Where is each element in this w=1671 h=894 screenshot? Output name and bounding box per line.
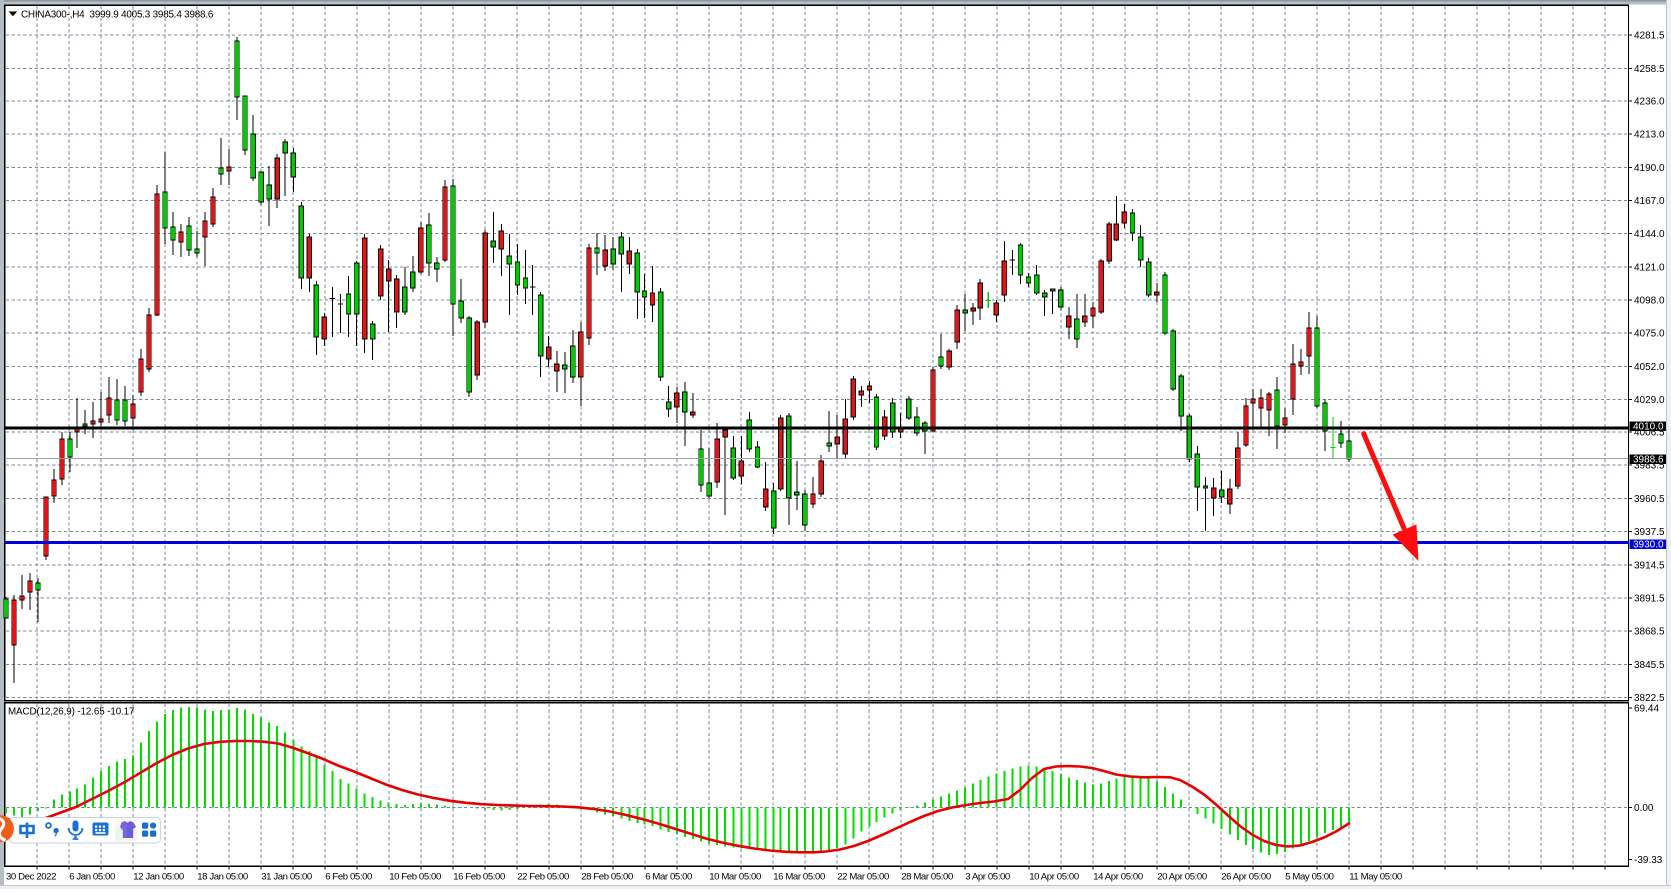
svg-text:16 Mar 05:00: 16 Mar 05:00 bbox=[773, 872, 825, 883]
svg-text:3937.5: 3937.5 bbox=[1634, 527, 1665, 538]
svg-text:4190.0: 4190.0 bbox=[1634, 163, 1665, 174]
svg-text:6 Jan 05:00: 6 Jan 05:00 bbox=[69, 872, 115, 883]
svg-text:28 Feb 05:00: 28 Feb 05:00 bbox=[581, 872, 633, 883]
svg-text:3930.0: 3930.0 bbox=[1633, 540, 1664, 551]
svg-text:4029.0: 4029.0 bbox=[1634, 395, 1665, 406]
svg-text:3891.5: 3891.5 bbox=[1634, 594, 1665, 605]
svg-text:10 Mar 05:00: 10 Mar 05:00 bbox=[709, 872, 761, 883]
svg-text:18 Jan 05:00: 18 Jan 05:00 bbox=[197, 872, 248, 883]
svg-text:28 Mar 05:00: 28 Mar 05:00 bbox=[901, 872, 953, 883]
svg-text:0.00: 0.00 bbox=[1634, 803, 1654, 814]
svg-text:-39.33: -39.33 bbox=[1634, 855, 1663, 866]
svg-text:26 Apr 05:00: 26 Apr 05:00 bbox=[1221, 872, 1271, 883]
svg-text:4006.5: 4006.5 bbox=[1634, 428, 1665, 439]
svg-text:31 Jan 05:00: 31 Jan 05:00 bbox=[261, 872, 312, 883]
svg-text:10 Feb 05:00: 10 Feb 05:00 bbox=[389, 872, 441, 883]
svg-text:3983.5: 3983.5 bbox=[1634, 461, 1665, 472]
svg-text:4052.0: 4052.0 bbox=[1634, 362, 1665, 373]
svg-text:4098.0: 4098.0 bbox=[1634, 296, 1665, 307]
svg-text:69.44: 69.44 bbox=[1634, 703, 1659, 714]
svg-text:11 May 05:00: 11 May 05:00 bbox=[1349, 872, 1402, 883]
svg-text:10 Apr 05:00: 10 Apr 05:00 bbox=[1029, 872, 1079, 883]
svg-text:6 Feb 05:00: 6 Feb 05:00 bbox=[325, 872, 372, 883]
svg-text:3914.5: 3914.5 bbox=[1634, 560, 1665, 571]
svg-text:3988.6: 3988.6 bbox=[1633, 455, 1664, 466]
svg-text:12 Jan 05:00: 12 Jan 05:00 bbox=[133, 872, 184, 883]
svg-text:CHINA300-,H4 3999.9 4005.3 39: CHINA300-,H4 3999.9 4005.3 3985.4 3988.6 bbox=[21, 10, 214, 21]
svg-text:MACD(12,26,9) -12.65 -10.17: MACD(12,26,9) -12.65 -10.17 bbox=[8, 707, 134, 718]
svg-text:16 Feb 05:00: 16 Feb 05:00 bbox=[453, 872, 505, 883]
svg-text:6 Mar 05:00: 6 Mar 05:00 bbox=[645, 872, 692, 883]
svg-text:4075.0: 4075.0 bbox=[1634, 329, 1665, 340]
svg-text:3 Apr 05:00: 3 Apr 05:00 bbox=[965, 872, 1010, 883]
svg-text:3845.5: 3845.5 bbox=[1634, 660, 1665, 671]
svg-text:4144.0: 4144.0 bbox=[1634, 229, 1665, 240]
svg-text:20 Apr 05:00: 20 Apr 05:00 bbox=[1157, 872, 1207, 883]
svg-text:3868.5: 3868.5 bbox=[1634, 627, 1665, 638]
svg-text:4213.0: 4213.0 bbox=[1634, 130, 1665, 141]
svg-text:5 May 05:00: 5 May 05:00 bbox=[1285, 872, 1333, 883]
svg-text:30 Dec 2022: 30 Dec 2022 bbox=[6, 872, 56, 883]
svg-text:4236.0: 4236.0 bbox=[1634, 96, 1665, 107]
svg-text:4258.5: 4258.5 bbox=[1634, 64, 1665, 75]
svg-text:4281.5: 4281.5 bbox=[1634, 31, 1665, 42]
svg-text:22 Mar 05:00: 22 Mar 05:00 bbox=[837, 872, 889, 883]
svg-text:4010.0: 4010.0 bbox=[1633, 422, 1664, 433]
svg-text:14 Apr 05:00: 14 Apr 05:00 bbox=[1093, 872, 1143, 883]
svg-text:22 Feb 05:00: 22 Feb 05:00 bbox=[517, 872, 569, 883]
svg-text:4121.0: 4121.0 bbox=[1634, 262, 1665, 273]
svg-text:3822.5: 3822.5 bbox=[1634, 693, 1665, 704]
svg-text:4167.0: 4167.0 bbox=[1634, 196, 1665, 207]
svg-text:3960.5: 3960.5 bbox=[1634, 494, 1665, 505]
